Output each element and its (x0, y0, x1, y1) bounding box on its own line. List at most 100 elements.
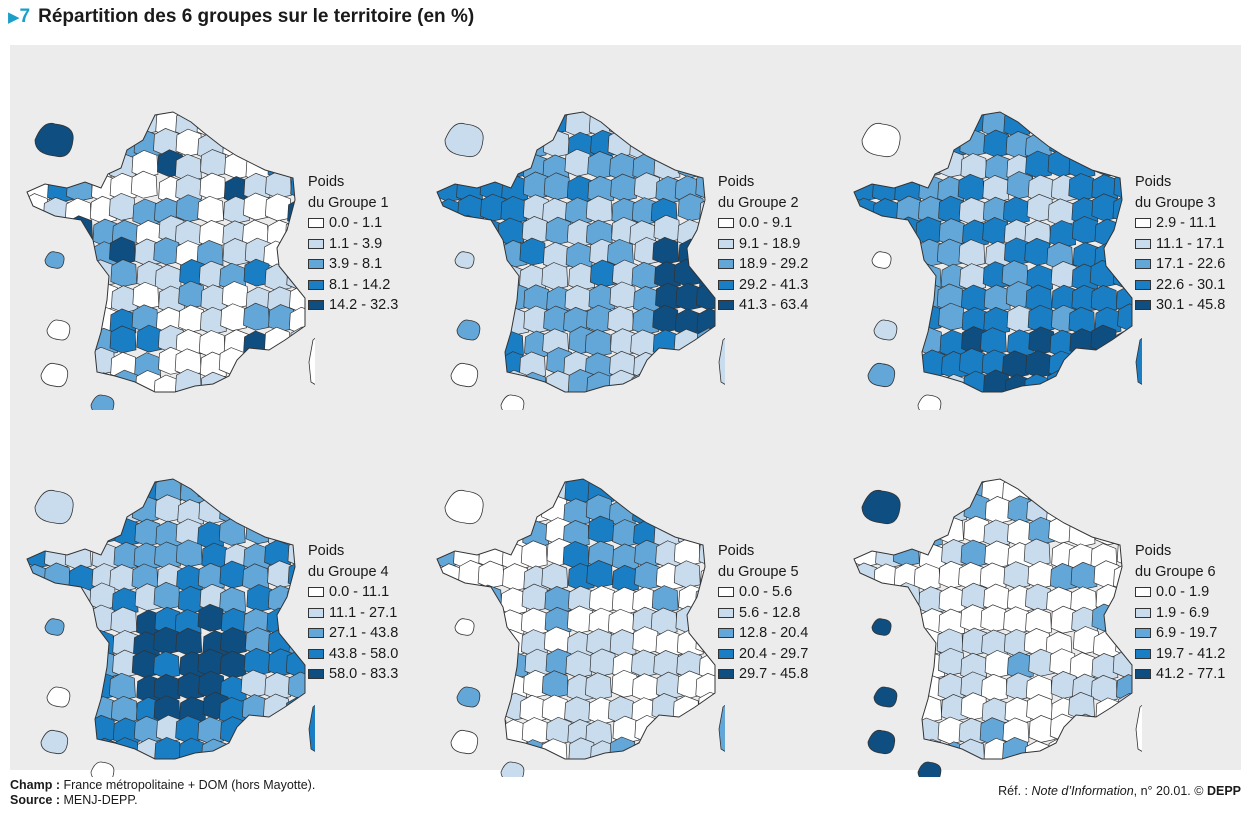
departement-area (1027, 560, 1055, 589)
departement-area (285, 696, 305, 725)
departement-area (937, 176, 965, 204)
departement-area (941, 373, 968, 392)
legend-row: 18.9 - 29.2 (718, 254, 808, 275)
legend-subtitle: du Groupe 3 (1135, 194, 1216, 211)
dom-territory-area (34, 489, 74, 525)
departement-area (27, 697, 49, 725)
departement-area (267, 494, 295, 523)
departement-area (958, 197, 986, 225)
departement-area (110, 606, 138, 635)
legend-label: 29.2 - 41.3 (739, 276, 809, 293)
departement-area (1023, 538, 1051, 567)
departement-area (268, 758, 296, 759)
departement-area (476, 372, 504, 392)
departement-area (1095, 736, 1122, 759)
legend-groupe-4: Poids du Groupe 4 0.0 - 11.1 11.1 - 27.1… (308, 541, 398, 685)
departement-area (498, 131, 525, 160)
departement-area (1070, 347, 1098, 376)
departement-area (175, 368, 202, 392)
legend-label: 41.2 - 77.1 (1156, 666, 1226, 682)
departement-area (542, 241, 570, 270)
legend-groupe-5: Poids du Groupe 5 0.0 - 5.6 5.6 - 12.8 1… (718, 541, 808, 685)
departement-area (1069, 112, 1097, 137)
departement-area (854, 585, 876, 614)
departement-area (565, 764, 591, 777)
departement-area (1025, 607, 1052, 636)
departement-area (437, 261, 461, 290)
departement-area (154, 479, 182, 505)
departement-area (698, 390, 715, 392)
departement-area (695, 672, 715, 701)
france-outline (26, 111, 306, 393)
departement-area (264, 672, 292, 700)
departement-area (68, 304, 96, 332)
legend-subtitle: du Groupe 2 (718, 194, 799, 211)
departement-area (937, 149, 965, 178)
departement-area (153, 581, 181, 610)
departement-area (654, 261, 681, 289)
departement-area (519, 237, 547, 266)
departement-area (870, 154, 898, 183)
departement-area (872, 397, 898, 410)
departement-area (609, 736, 637, 759)
departement-area (634, 395, 660, 410)
legend-row: 22.6 - 30.1 (1135, 275, 1225, 296)
departement-area (241, 741, 269, 759)
departement-area (287, 479, 305, 502)
departement-area (1002, 736, 1029, 759)
departement-area (220, 396, 246, 410)
departement-area (892, 607, 919, 636)
departement-area (1028, 714, 1056, 743)
legend-swatch (1135, 587, 1151, 598)
legend-label: 30.1 - 45.8 (1156, 297, 1226, 313)
departement-area (66, 672, 94, 701)
legend-label: 0.0 - 11.1 (329, 584, 390, 600)
champ-text: France métropolitaine + DOM (hors Mayott… (63, 778, 316, 792)
departement-area (497, 217, 525, 246)
legend-row: 12.8 - 20.4 (718, 623, 808, 644)
departement-area (1090, 713, 1118, 742)
departement-area (673, 258, 701, 287)
legend-swatch (308, 587, 324, 598)
legend-row: 58.0 - 83.3 (308, 664, 398, 685)
departement-area (135, 761, 161, 777)
departement-area (1071, 215, 1099, 244)
departement-area (940, 396, 966, 410)
departement-area (130, 170, 158, 199)
departement-area (916, 479, 943, 503)
legend-row: 41.2 - 77.1 (1135, 664, 1225, 685)
departement-area (200, 394, 226, 410)
legend-title: Poids (1135, 543, 1172, 559)
source-label: Source : (10, 793, 61, 807)
departement-area (1113, 127, 1132, 156)
departement-area (657, 763, 683, 777)
departement-area (959, 263, 986, 291)
dom-territory-area (867, 362, 896, 388)
dom-territory-area (873, 686, 898, 708)
dom-territory-area (44, 251, 65, 269)
departement-area (634, 714, 662, 743)
legend-label: 11.1 - 17.1 (1156, 235, 1225, 252)
departement-area (609, 629, 637, 657)
figure-number: 7 (19, 6, 31, 27)
legend-label: 11.1 - 27.1 (329, 604, 398, 621)
departement-area (66, 261, 93, 290)
departement-area (68, 349, 95, 378)
departement-area (437, 608, 460, 637)
legend-row: 30.1 - 45.8 (1135, 295, 1225, 316)
legend-swatch (718, 607, 734, 618)
departement-area (913, 563, 941, 591)
departement-area (650, 352, 678, 380)
departement-area (675, 350, 703, 379)
departement-area (895, 652, 923, 680)
departement-area (896, 370, 923, 392)
departement-area (564, 696, 591, 725)
departement-area (984, 540, 1012, 569)
map-groupe-2 (436, 111, 725, 410)
departement-area (245, 516, 273, 545)
france-outline (26, 478, 306, 760)
departement-area (243, 647, 271, 676)
departement-area (111, 479, 139, 500)
map-groupe-4 (26, 478, 315, 777)
legend-row: 19.7 - 41.2 (1135, 644, 1225, 665)
